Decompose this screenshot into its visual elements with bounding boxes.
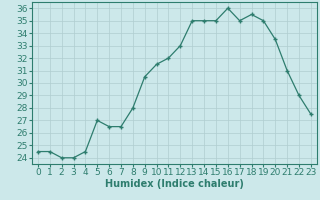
X-axis label: Humidex (Indice chaleur): Humidex (Indice chaleur) [105, 179, 244, 189]
